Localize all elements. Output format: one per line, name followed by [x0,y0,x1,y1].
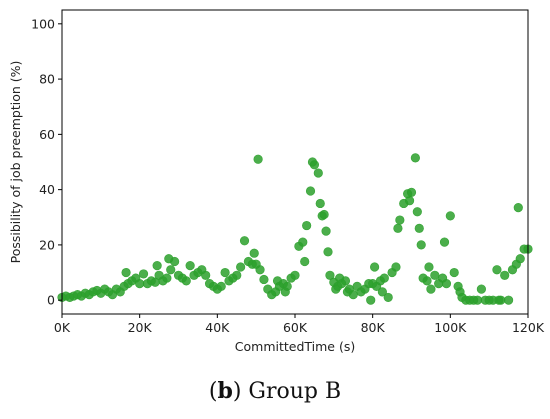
data-point [340,276,351,286]
data-point [315,198,325,209]
data-point [138,269,149,279]
data-point [449,267,459,278]
data-point [321,226,331,236]
data-point [185,261,195,271]
data-point [309,160,320,170]
data-point [366,295,376,305]
data-point [370,262,380,272]
data-point [412,207,422,217]
data-point [255,265,265,275]
data-point [201,270,211,280]
data-point [348,290,358,300]
data-point [135,279,145,289]
data-point [170,256,180,267]
y-tick-label: 0 [47,293,55,308]
data-point [305,186,316,196]
x-tick-label: 0K [54,320,71,335]
data-point [319,209,329,220]
x-tick-label: 20K [128,320,153,335]
data-point [162,273,172,283]
y-tick-label: 20 [39,237,55,252]
data-point [325,270,335,280]
x-tick-label: 60K [283,320,308,335]
data-point [236,262,246,272]
data-point [500,270,510,280]
data-point [259,274,269,285]
data-point [445,211,455,221]
data-point [503,295,514,305]
y-axis-label: Possibility of job preemption (%) [8,61,23,264]
data-point [383,292,393,303]
x-axis-label: CommittedTime (s) [235,339,355,354]
data-point [379,273,389,283]
data-point [313,168,323,178]
data-point [410,153,420,163]
data-point [395,215,405,225]
data-point [323,247,333,257]
data-point [422,276,432,286]
y-tick-label: 60 [39,127,55,142]
plot-frame [61,9,529,315]
data-point [404,196,415,206]
data-point [393,223,403,233]
caption-letter: b [217,378,233,404]
x-tick-label: 40K [205,320,230,335]
data-point [300,256,310,267]
data-point [282,281,292,291]
data-point [249,248,259,258]
axis-ticks: 0K 20K 40K 60K 80K 100K 120K 0 20 40 60 80 100 [31,16,545,335]
y-tick-label: 40 [39,182,55,197]
data-point [406,187,417,197]
data-point [496,295,506,305]
data-point [166,265,176,275]
data-point [416,240,426,250]
data-point [476,284,487,294]
y-tick-label: 80 [39,72,55,87]
data-point [430,270,440,280]
data-point [290,270,300,280]
figure-caption: (b) Group B [208,378,342,404]
data-point [513,203,523,213]
data-point [152,261,162,271]
data-point [424,262,434,272]
data-point [441,279,452,289]
data-point [239,236,250,246]
data-point [216,281,226,291]
data-points [57,153,533,305]
data-point [181,276,191,286]
x-tick-label: 80K [361,320,386,335]
data-point [377,287,387,297]
data-point [472,295,483,305]
data-point [298,237,308,247]
caption-text: Group B [248,379,342,404]
data-point [439,237,450,247]
x-tick-label: 100K [434,320,467,335]
y-tick-label: 100 [31,16,55,31]
data-point [391,262,401,272]
data-point [426,284,436,294]
data-point [220,267,230,278]
scatter-chart: 0K 20K 40K 60K 80K 100K 120K 0 20 40 60 80 100 Commi… [8,9,545,354]
data-point [253,154,263,164]
x-tick-label: 120K [512,320,545,335]
data-point [302,220,312,231]
data-point [414,223,424,233]
data-point [515,254,525,264]
data-point [232,270,242,280]
data-point [492,265,502,275]
data-point [121,267,131,278]
